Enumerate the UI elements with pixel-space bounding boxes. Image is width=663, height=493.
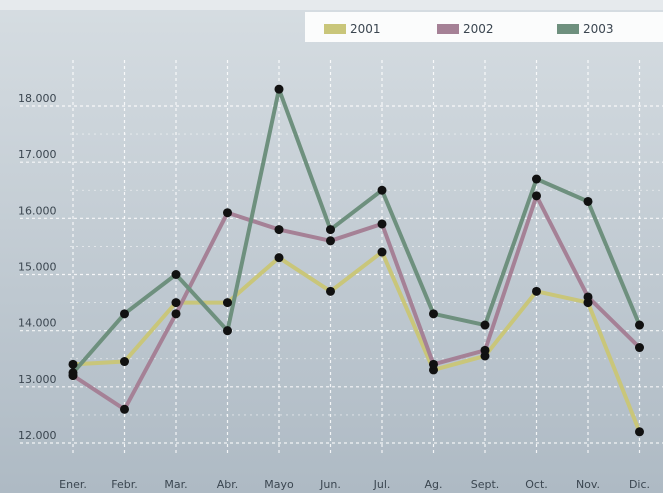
data-point-2001 <box>68 359 78 369</box>
x-tick-label: Ag. <box>424 478 442 491</box>
legend: 2001 2002 2003 <box>305 12 663 42</box>
data-point-2001 <box>377 247 387 257</box>
data-point-2003 <box>326 225 335 235</box>
y-tick-label: 18.000 <box>18 92 57 105</box>
top-band <box>0 0 663 10</box>
legend-swatch-2001 <box>324 24 346 34</box>
axis-ticks: 12.000 13.000 14.000 15.000 16.000 17.000 18.0… <box>18 92 650 491</box>
data-point-2002 <box>480 345 490 355</box>
legend-label-2001: 2001 <box>350 22 381 36</box>
gridlines <box>20 60 663 453</box>
data-point-2001 <box>120 357 129 367</box>
data-point-2002 <box>583 292 593 302</box>
x-tick-label: Oct. <box>525 478 548 491</box>
data-point-2002 <box>274 225 284 235</box>
x-tick-label: Mayo <box>264 478 294 491</box>
data-point-2003 <box>223 326 232 336</box>
data-point-2003 <box>377 185 387 195</box>
data-point-2003 <box>274 84 284 94</box>
data-point-2002 <box>120 404 129 414</box>
data-point-2002 <box>635 343 644 353</box>
data-point-2003 <box>635 320 644 330</box>
x-tick-label: Dic. <box>629 478 650 491</box>
legend-label-2002: 2002 <box>463 22 494 36</box>
x-tick-label: Abr. <box>217 478 239 491</box>
data-point-2003 <box>171 270 181 279</box>
data-point-2002 <box>429 359 438 369</box>
data-point-2002 <box>532 191 541 201</box>
data-point-2001 <box>223 298 232 308</box>
legend-box <box>305 12 663 42</box>
y-tick-label: 15.000 <box>18 261 57 274</box>
x-tick-label: Nov. <box>576 478 600 491</box>
series-line-2003 <box>71 87 642 375</box>
data-points <box>68 84 644 437</box>
data-point-2001 <box>326 286 335 296</box>
x-tick-label: Jun. <box>319 478 341 491</box>
series-line-2002 <box>71 193 641 412</box>
data-point-2002 <box>223 208 232 218</box>
data-point-2003 <box>480 320 490 330</box>
y-tick-label: 12.000 <box>18 429 57 442</box>
data-point-2003 <box>429 309 438 319</box>
y-tick-label: 16.000 <box>18 204 57 217</box>
x-tick-label: Febr. <box>111 478 138 491</box>
y-tick-label: 14.000 <box>18 317 57 330</box>
series-line-2001 <box>72 250 642 433</box>
data-point-2001 <box>635 427 644 437</box>
data-point-2002 <box>326 236 335 246</box>
x-tick-label: Mar. <box>164 478 187 491</box>
data-point-2003 <box>532 174 541 184</box>
x-tick-label: Sept. <box>471 478 500 491</box>
data-point-2002 <box>171 309 181 319</box>
data-point-2001 <box>532 286 541 296</box>
legend-label-2003: 2003 <box>583 22 614 36</box>
data-point-2002 <box>377 219 387 229</box>
y-tick-label: 17.000 <box>18 148 57 161</box>
legend-swatch-2003 <box>557 24 579 34</box>
data-point-2001 <box>274 253 284 263</box>
x-tick-label: Jul. <box>373 478 391 491</box>
data-point-2003 <box>68 368 78 378</box>
x-tick-label: Ener. <box>59 478 87 491</box>
data-point-2003 <box>120 309 129 319</box>
series-lines <box>71 87 642 433</box>
data-point-2003 <box>583 196 593 206</box>
data-point-2001 <box>171 298 181 308</box>
y-tick-label: 13.000 <box>18 373 57 386</box>
legend-swatch-2002 <box>437 24 459 34</box>
